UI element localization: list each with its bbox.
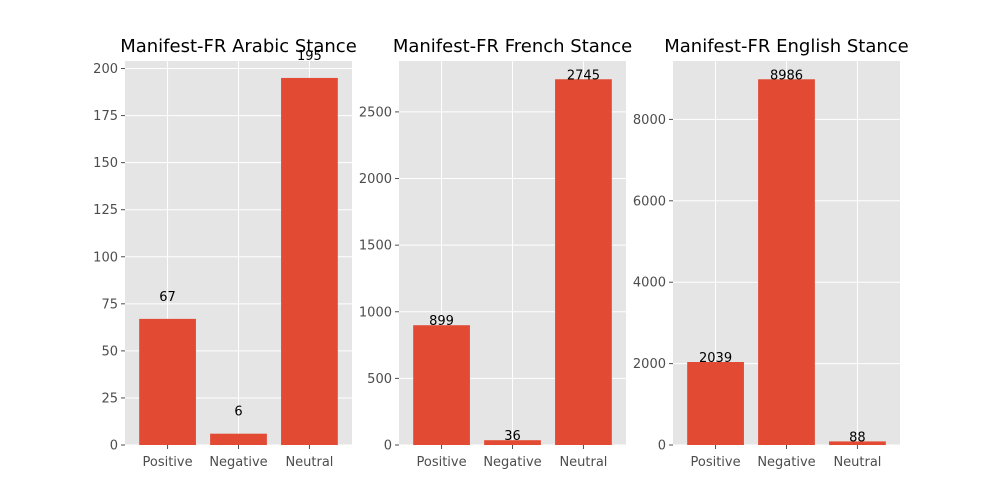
x-tick-label: Positive	[691, 455, 741, 470]
data-label: 8986	[770, 68, 803, 83]
data-label: 2039	[699, 351, 732, 366]
chart-title: Manifest-FR English Stance	[664, 36, 909, 57]
y-tick-label: 0	[110, 439, 118, 454]
bar-positive	[139, 318, 196, 445]
y-tick-label: 50	[101, 344, 118, 359]
chart-panel-0: 0 25 50 75 100 125 150 175 200 67 Positive 6 Negativ…	[93, 36, 357, 470]
y-tick-label: 125	[93, 203, 118, 218]
y-tick-label: 1500	[359, 239, 392, 254]
chart-title: Manifest-FR Arabic Stance	[120, 36, 357, 57]
y-tick-label: 0	[384, 439, 392, 454]
x-tick-label: Neutral	[285, 455, 333, 470]
y-tick-label: 75	[101, 297, 118, 312]
x-tick-label: Negative	[483, 455, 541, 470]
x-tick-label: Negative	[757, 455, 815, 470]
data-label: 88	[849, 430, 866, 445]
x-tick-label: Neutral	[559, 455, 607, 470]
bar-negative	[484, 440, 541, 445]
bar-positive	[413, 325, 470, 445]
bar-neutral	[829, 441, 886, 445]
bar-neutral	[281, 77, 338, 446]
y-tick-label: 100	[93, 250, 118, 265]
data-label: 36	[504, 429, 521, 444]
chart-panel-1: 0 500 1000 1500 2000 2500 899 Positive 36 Negativ…	[359, 36, 632, 470]
data-label: 6	[234, 405, 242, 420]
y-tick-label: 4000	[633, 276, 666, 291]
data-label: 2745	[567, 68, 600, 83]
x-tick-label: Negative	[209, 455, 267, 470]
bar-negative	[758, 79, 815, 446]
bar-neutral	[555, 79, 612, 445]
y-tick-label: 0	[658, 439, 666, 454]
data-label: 195	[297, 49, 322, 64]
y-tick-label: 2000	[633, 357, 666, 372]
y-tick-label: 8000	[633, 113, 666, 128]
data-label: 67	[159, 290, 176, 305]
y-tick-label: 2500	[359, 105, 392, 120]
y-tick-label: 1000	[359, 305, 392, 320]
y-tick-label: 500	[367, 372, 392, 387]
y-tick-label: 175	[93, 109, 118, 124]
x-tick-label: Positive	[417, 455, 467, 470]
y-tick-label: 6000	[633, 194, 666, 209]
chart-title: Manifest-FR French Stance	[393, 36, 632, 57]
x-tick-label: Positive	[143, 455, 193, 470]
data-label: 899	[429, 314, 454, 329]
bar-positive	[687, 362, 744, 445]
y-tick-label: 150	[93, 156, 118, 171]
chart-panel-2: 0 2000 4000 6000 8000 2039 Positive 8986 Negativ…	[633, 36, 909, 470]
bar-negative	[210, 433, 267, 445]
x-tick-label: Neutral	[833, 455, 881, 470]
y-tick-label: 2000	[359, 172, 392, 187]
y-tick-label: 25	[101, 391, 118, 406]
y-tick-label: 200	[93, 62, 118, 77]
